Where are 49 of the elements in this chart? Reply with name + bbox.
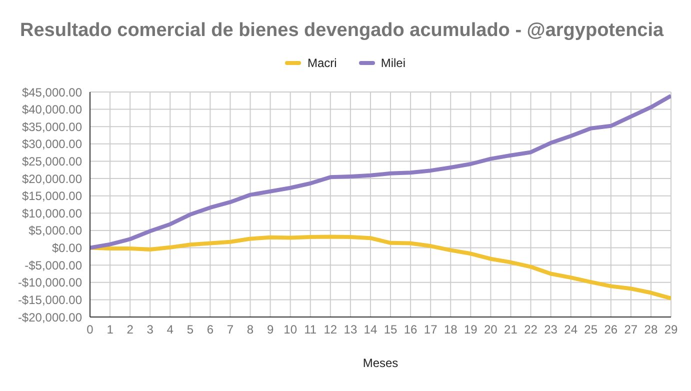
x-tick-label: 8 bbox=[246, 322, 254, 337]
x-tick-label: 11 bbox=[304, 322, 317, 337]
chart-title: Resultado comercial de bienes devengado acumulado - @argypotencia bbox=[20, 20, 664, 42]
x-tick-label: 23 bbox=[544, 322, 558, 337]
x-tick-label: 29 bbox=[664, 322, 678, 337]
x-tick-label: 16 bbox=[404, 322, 418, 337]
x-tick-label: 27 bbox=[624, 322, 638, 337]
x-tick-label: 25 bbox=[584, 322, 598, 337]
x-tick-label: 12 bbox=[324, 322, 338, 337]
y-tick-label: $20,000.00 bbox=[22, 172, 82, 186]
x-tick-label: 4 bbox=[166, 322, 174, 337]
legend-label: Macri bbox=[307, 56, 337, 70]
x-tick-label: 14 bbox=[364, 322, 378, 337]
x-tick-label: 20 bbox=[484, 322, 498, 337]
x-tick-label: 5 bbox=[186, 322, 194, 337]
y-tick-label: -$10,000.00 bbox=[18, 276, 82, 290]
x-tick-label: 10 bbox=[284, 322, 298, 337]
x-tick-label: 7 bbox=[226, 322, 234, 337]
x-tick-label: 24 bbox=[564, 322, 578, 337]
x-tick-label: 3 bbox=[146, 322, 154, 337]
x-tick-label: 1 bbox=[106, 322, 114, 337]
y-tick-label: -$15,000.00 bbox=[18, 292, 82, 307]
y-tick-label: $35,000.00 bbox=[22, 120, 82, 134]
y-tick-label: $40,000.00 bbox=[22, 102, 82, 117]
legend-label: Milei bbox=[380, 56, 406, 70]
y-tick-label: $10,000.00 bbox=[22, 206, 82, 220]
x-axis-title: Meses bbox=[362, 356, 398, 370]
x-tick-label: 15 bbox=[384, 322, 398, 337]
y-tick-label: $25,000.00 bbox=[22, 154, 82, 168]
x-tick-label: 26 bbox=[604, 322, 618, 337]
x-tick-label: 17 bbox=[424, 322, 438, 337]
x-tick-label: 6 bbox=[206, 322, 214, 337]
x-tick-label: 9 bbox=[266, 322, 274, 337]
x-tick-label: 18 bbox=[444, 322, 458, 337]
x-tick-label: 22 bbox=[524, 322, 538, 337]
y-tick-label: -$5,000.00 bbox=[24, 258, 82, 272]
x-tick-label: 19 bbox=[464, 322, 478, 337]
y-tick-label: $15,000.00 bbox=[22, 189, 82, 204]
line-series bbox=[90, 234, 671, 300]
y-tick-label: -$20,000.00 bbox=[18, 310, 82, 324]
y-tick-label: $5,000.00 bbox=[28, 224, 82, 238]
y-tick-label: $0.00 bbox=[52, 241, 82, 256]
x-tick-label: 28 bbox=[644, 322, 658, 337]
y-tick-label: $30,000.00 bbox=[22, 137, 82, 152]
x-tick-label: 0 bbox=[86, 322, 94, 337]
x-tick-label: 2 bbox=[126, 322, 134, 337]
y-tick-label: $45,000.00 bbox=[22, 85, 82, 100]
x-tick-label: 21 bbox=[504, 322, 518, 337]
x-tick-label: 13 bbox=[344, 322, 358, 337]
